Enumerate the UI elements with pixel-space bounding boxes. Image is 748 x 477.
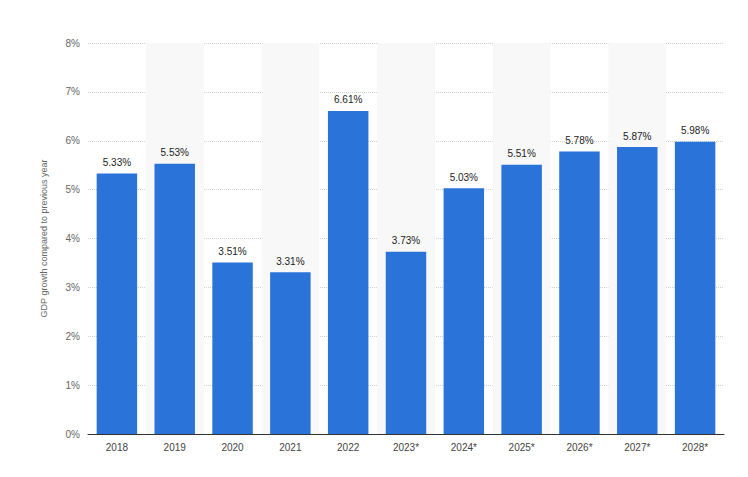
svg-text:2027*: 2027* [624, 442, 650, 453]
svg-text:2024*: 2024* [451, 442, 477, 453]
svg-text:2021: 2021 [279, 442, 302, 453]
svg-text:6%: 6% [66, 135, 81, 146]
svg-text:4%: 4% [66, 233, 81, 244]
svg-text:5%: 5% [66, 184, 81, 195]
svg-text:2026*: 2026* [566, 442, 592, 453]
svg-text:2025*: 2025* [509, 442, 535, 453]
svg-text:7%: 7% [66, 86, 81, 97]
svg-text:2022: 2022 [337, 442, 360, 453]
svg-text:3.31%: 3.31% [276, 256, 304, 267]
svg-text:3%: 3% [66, 282, 81, 293]
svg-text:5.53%: 5.53% [161, 147, 189, 158]
svg-text:1%: 1% [66, 380, 81, 391]
svg-text:5.03%: 5.03% [450, 172, 478, 183]
svg-text:3.51%: 3.51% [218, 246, 246, 257]
svg-text:2018: 2018 [106, 442, 129, 453]
svg-text:2028*: 2028* [682, 442, 708, 453]
svg-text:GDP growth compared to previou: GDP growth compared to previous year [39, 160, 49, 318]
svg-text:5.87%: 5.87% [623, 131, 651, 142]
svg-text:0%: 0% [66, 429, 81, 440]
svg-text:5.98%: 5.98% [681, 125, 709, 136]
svg-text:2020: 2020 [221, 442, 244, 453]
svg-text:6.61%: 6.61% [334, 94, 362, 105]
svg-text:2023*: 2023* [393, 442, 419, 453]
svg-text:2%: 2% [66, 331, 81, 342]
svg-text:5.78%: 5.78% [565, 135, 593, 146]
svg-text:5.51%: 5.51% [507, 148, 535, 159]
svg-text:2019: 2019 [164, 442, 187, 453]
svg-text:5.33%: 5.33% [103, 157, 131, 168]
svg-text:8%: 8% [66, 38, 81, 49]
svg-text:3.73%: 3.73% [392, 235, 420, 246]
